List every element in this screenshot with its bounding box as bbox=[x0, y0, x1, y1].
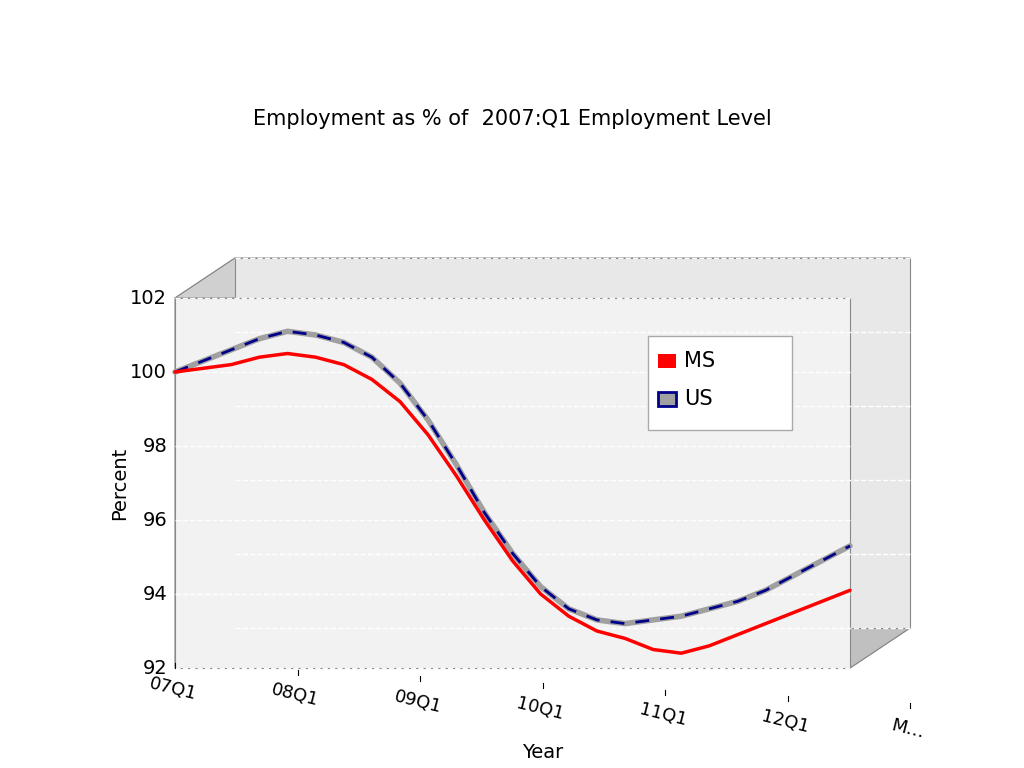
Text: 102: 102 bbox=[130, 289, 167, 307]
Polygon shape bbox=[175, 298, 850, 668]
Text: Employment as % of  2007:Q1 Employment Level: Employment as % of 2007:Q1 Employment Le… bbox=[253, 109, 771, 129]
Text: Mississippi  Parallels US  Employment Index: Mississippi Parallels US Employment Inde… bbox=[30, 14, 994, 51]
Text: 10Q1: 10Q1 bbox=[515, 694, 566, 723]
Polygon shape bbox=[234, 258, 910, 628]
Text: 11Q1: 11Q1 bbox=[637, 701, 688, 730]
Text: 96: 96 bbox=[142, 511, 167, 529]
Text: Year: Year bbox=[522, 743, 563, 763]
Text: 100: 100 bbox=[130, 362, 167, 382]
Polygon shape bbox=[175, 628, 910, 668]
FancyBboxPatch shape bbox=[648, 336, 792, 430]
Polygon shape bbox=[175, 258, 910, 298]
Text: 09Q1: 09Q1 bbox=[392, 687, 443, 717]
Text: M…: M… bbox=[889, 716, 927, 742]
Text: 92: 92 bbox=[142, 658, 167, 677]
Text: 08Q1: 08Q1 bbox=[269, 681, 321, 710]
Polygon shape bbox=[175, 258, 234, 668]
Text: Source: MS Center for Policy Research & Planning,  I.H.S. Global Insight.: Source: MS Center for Policy Research & … bbox=[162, 739, 862, 757]
FancyBboxPatch shape bbox=[658, 354, 676, 368]
Text: 94: 94 bbox=[142, 584, 167, 604]
Text: Percent: Percent bbox=[111, 446, 129, 520]
Text: US: US bbox=[684, 389, 713, 409]
Text: 07Q1: 07Q1 bbox=[147, 674, 199, 703]
FancyBboxPatch shape bbox=[658, 392, 676, 406]
Text: 12Q1: 12Q1 bbox=[760, 707, 811, 737]
Text: 2007 - 2012: 2007 - 2012 bbox=[382, 60, 642, 98]
Text: MS: MS bbox=[684, 351, 715, 371]
Text: 98: 98 bbox=[142, 436, 167, 455]
Polygon shape bbox=[850, 258, 910, 668]
